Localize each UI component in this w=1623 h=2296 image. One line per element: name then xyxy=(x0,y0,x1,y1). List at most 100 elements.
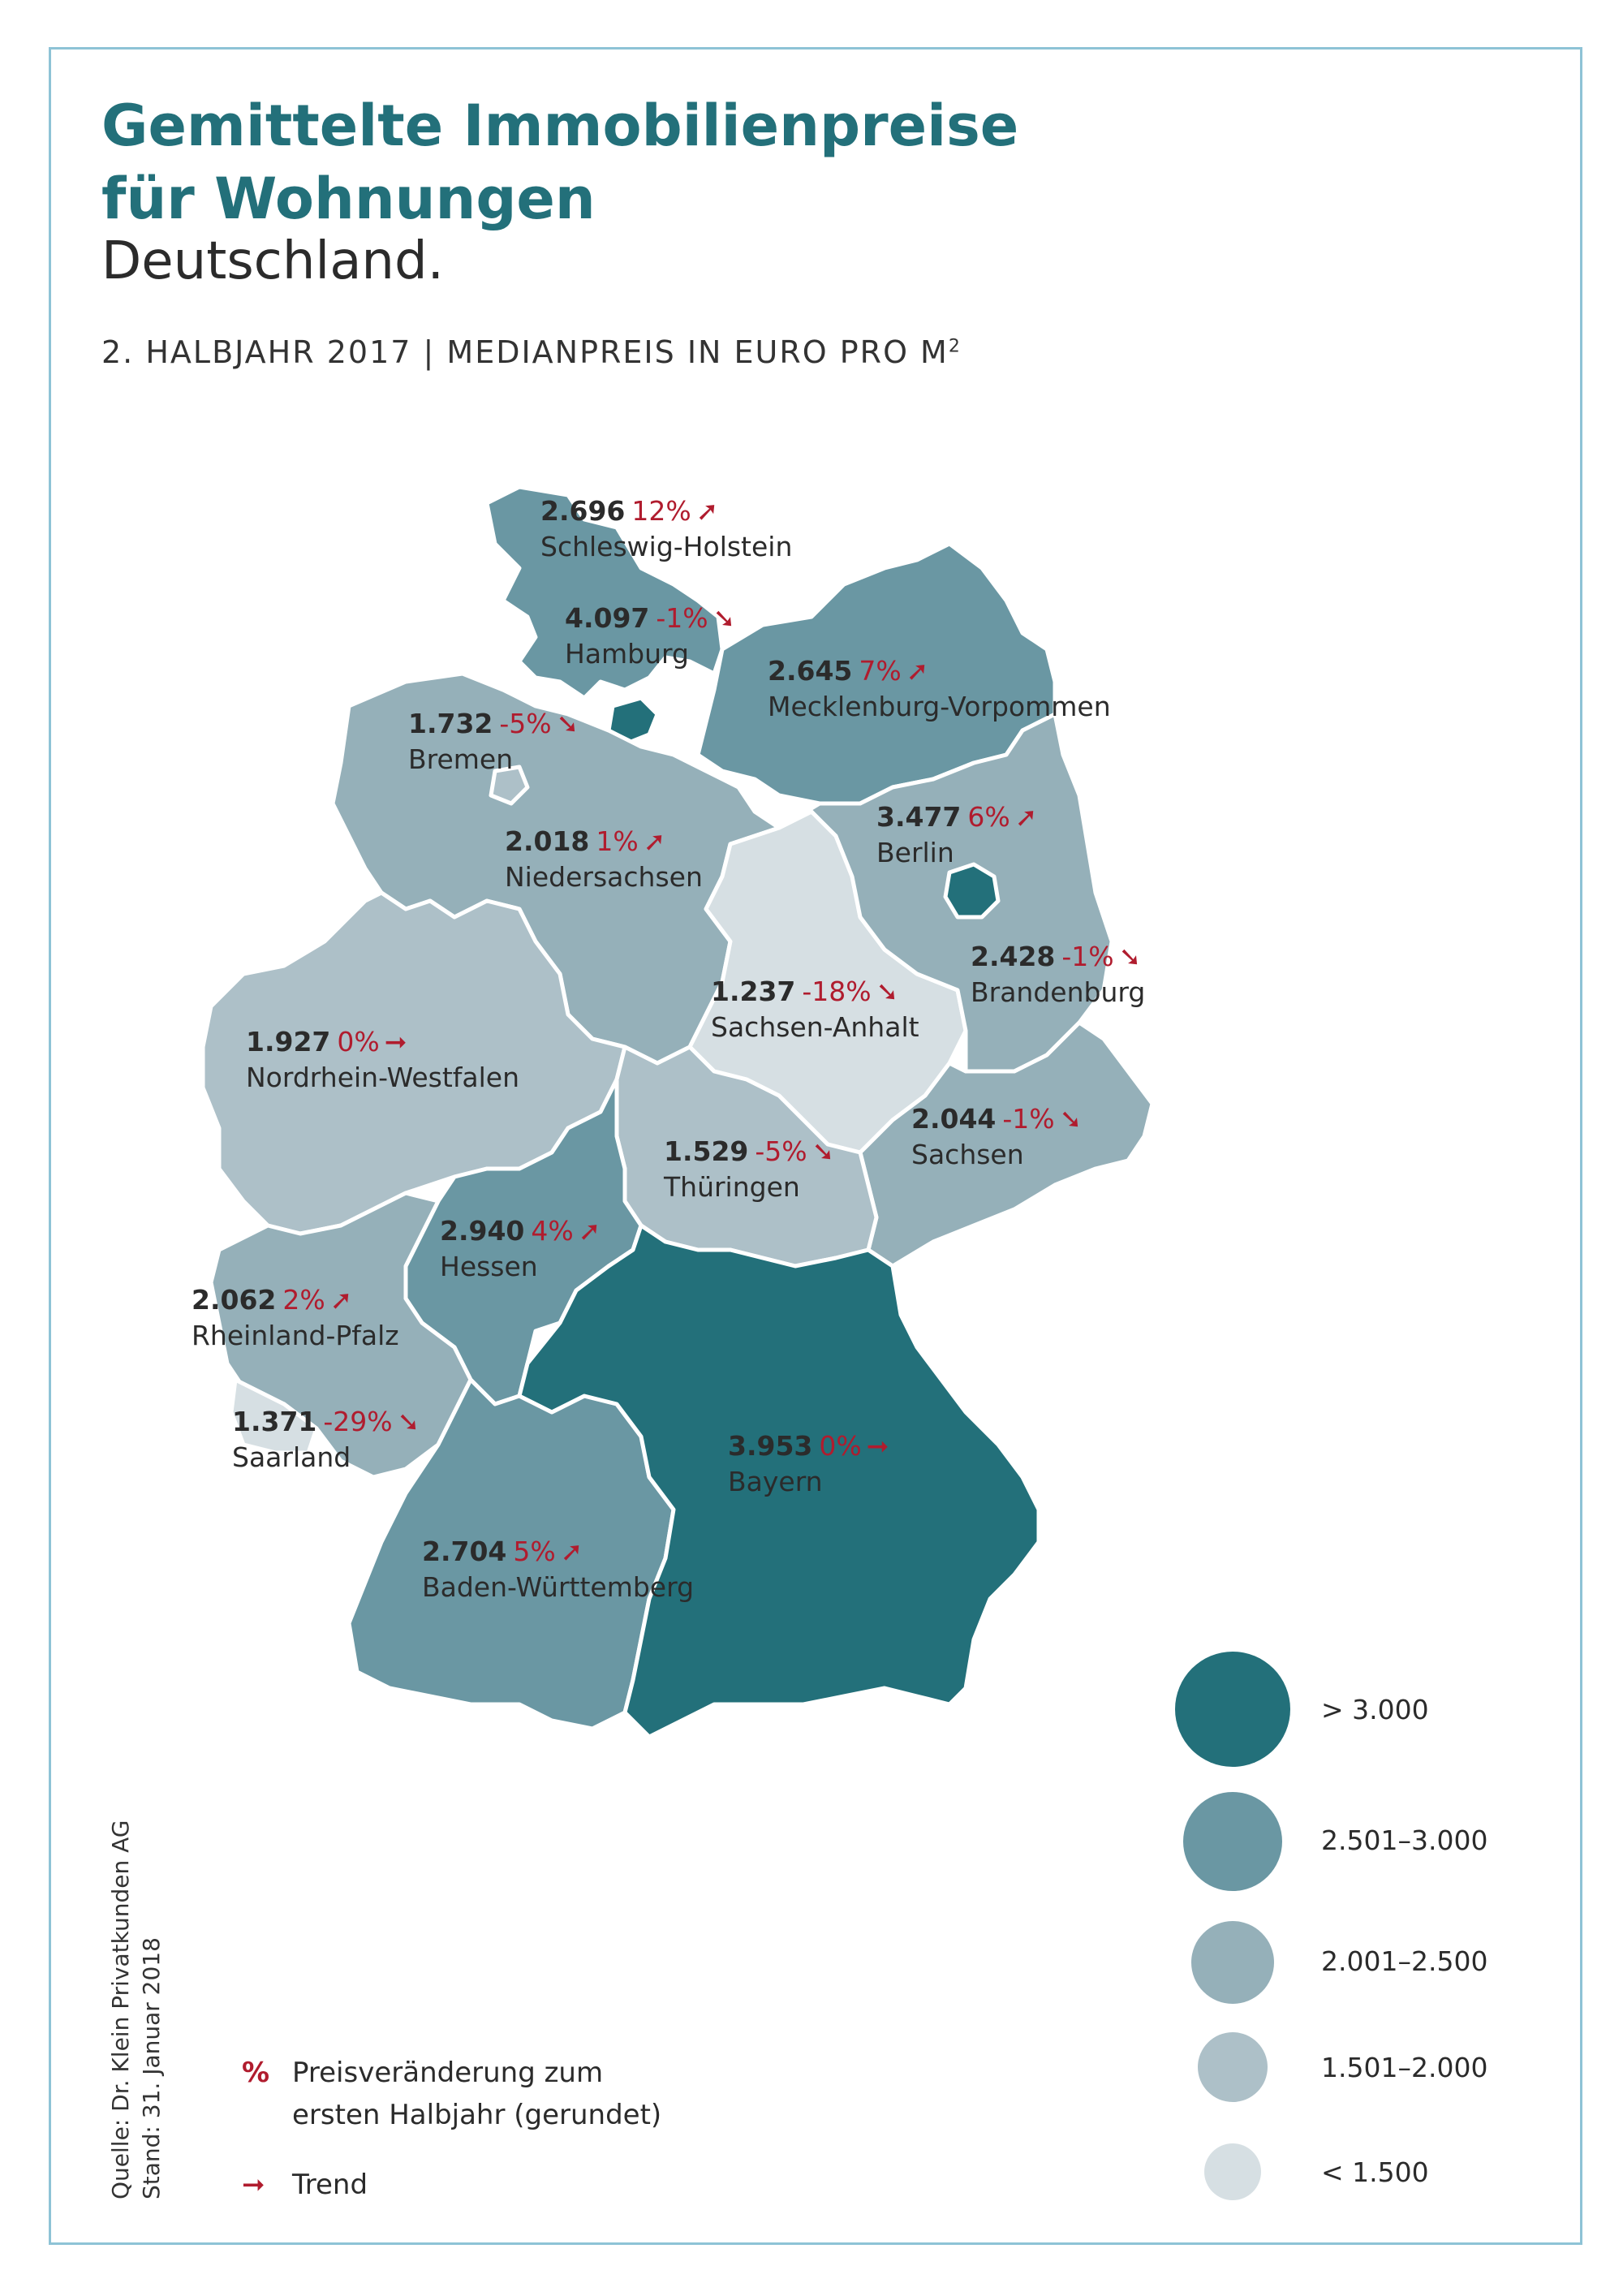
name-nordrhein-westfalen: Nordrhein-Westfalen xyxy=(246,1062,520,1093)
name-hessen: Hessen xyxy=(440,1251,538,1282)
legend-label-lt1500: < 1.500 xyxy=(1321,2156,1429,2188)
name-niedersachsen: Niedersachsen xyxy=(505,861,703,893)
label-sachsen-anhalt: 1.237 -18% ➘ Sachsen-Anhalt xyxy=(711,974,919,1045)
change-nordrhein-westfalen: 0% xyxy=(337,1026,380,1058)
label-nordrhein-westfalen: 1.927 0% ➞ Nordrhein-Westfalen xyxy=(246,1024,519,1096)
region-bayern xyxy=(517,1223,1041,1739)
note-trend: ➞ Trend xyxy=(242,2164,368,2206)
name-baden-wuerttemberg: Baden-Württemberg xyxy=(422,1571,695,1603)
legend-swatch-1501-2000 xyxy=(1198,2032,1268,2102)
label-hamburg: 4.097 -1% ➘ Hamburg xyxy=(565,601,735,672)
name-mecklenburg-vorpommern: Mecklenburg-Vorpommen xyxy=(768,691,1111,722)
label-thueringen: 1.529 -5% ➘ Thüringen xyxy=(664,1134,834,1205)
change-rheinland-pfalz: 2% xyxy=(282,1284,325,1316)
source-line-2: Stand: 31. Januar 2018 xyxy=(138,1937,165,2199)
label-berlin: 3.477 6% ➚ Berlin xyxy=(876,799,1037,871)
period-line: 2. HALBJAHR 2017 | MEDIANPREIS IN EURO P… xyxy=(101,334,962,370)
name-hamburg: Hamburg xyxy=(565,638,689,670)
note-pct-line-1: Preisveränderung zum xyxy=(292,2057,604,2089)
name-rheinland-pfalz: Rheinland-Pfalz xyxy=(192,1320,399,1351)
change-berlin: 6% xyxy=(967,801,1010,833)
trend-down-arrow-icon: ➘ xyxy=(876,976,899,1007)
page-title: Gemittelte Immobilienpreise für Wohnunge… xyxy=(101,89,1156,235)
value-hessen: 2.940 xyxy=(440,1215,525,1247)
legend-label-2001-2500: 2.001–2.500 xyxy=(1321,1945,1488,1977)
value-sachsen-anhalt: 1.237 xyxy=(711,976,796,1007)
value-nordrhein-westfalen: 1.927 xyxy=(246,1026,331,1058)
trend-up-arrow-icon: ➚ xyxy=(560,1536,583,1567)
change-sachsen-anhalt: -18% xyxy=(802,976,872,1007)
value-saarland: 1.371 xyxy=(232,1406,317,1437)
change-hamburg: -1% xyxy=(656,602,708,634)
label-mecklenburg-vorpommern: 2.645 7% ➚ Mecklenburg-Vorpommen xyxy=(768,653,1111,725)
label-bremen: 1.732 -5% ➘ Bremen xyxy=(408,706,579,778)
legend-label-1501-2000: 1.501–2.000 xyxy=(1321,2052,1488,2083)
legend-swatch-2001-2500 xyxy=(1191,1921,1274,2004)
trend-up-arrow-icon: ➚ xyxy=(906,655,929,687)
value-hamburg: 4.097 xyxy=(565,602,650,634)
source-line-1: Quelle: Dr. Klein Privatkunden AG xyxy=(107,1820,134,2199)
trend-down-arrow-icon: ➘ xyxy=(397,1406,420,1437)
trend-up-arrow-icon: ➚ xyxy=(695,495,719,527)
source-note: Quelle: Dr. Klein Privatkunden AG Stand:… xyxy=(105,1820,167,2199)
name-berlin: Berlin xyxy=(876,837,954,868)
legend-swatch-lt1500 xyxy=(1204,2143,1261,2200)
value-berlin: 3.477 xyxy=(876,801,962,833)
name-saarland: Saarland xyxy=(232,1441,351,1473)
value-mecklenburg-vorpommern: 2.645 xyxy=(768,655,853,687)
value-bayern: 3.953 xyxy=(728,1430,813,1462)
change-baden-wuerttemberg: 5% xyxy=(513,1536,556,1567)
label-schleswig-holstein: 2.696 12% ➚ Schleswig-Holstein xyxy=(540,493,792,565)
legend-swatch-gt3000 xyxy=(1175,1652,1290,1767)
change-hessen: 4% xyxy=(531,1215,574,1247)
trend-up-arrow-icon: ➚ xyxy=(1014,801,1038,833)
period-text: 2. HALBJAHR 2017 | MEDIANPREIS IN EURO P… xyxy=(101,334,949,370)
trend-down-arrow-icon: ➘ xyxy=(1059,1103,1083,1135)
trend-flat-arrow-icon: ➞ xyxy=(384,1026,407,1058)
name-bayern: Bayern xyxy=(728,1466,823,1497)
note-pct-line-2: ersten Halbjahr (gerundet) xyxy=(292,2099,662,2131)
trend-up-arrow-icon: ➚ xyxy=(643,825,666,857)
legend-swatch-2501-3000 xyxy=(1183,1792,1282,1891)
trend-down-arrow-icon: ➘ xyxy=(712,602,736,634)
trend-down-arrow-icon: ➘ xyxy=(812,1135,835,1167)
label-sachsen: 2.044 -1% ➘ Sachsen xyxy=(911,1101,1082,1173)
name-brandenburg: Brandenburg xyxy=(971,976,1146,1008)
change-saarland: -29% xyxy=(323,1406,393,1437)
trend-down-arrow-icon: ➘ xyxy=(556,708,579,739)
label-baden-wuerttemberg: 2.704 5% ➚ Baden-Württemberg xyxy=(422,1534,694,1605)
change-bayern: 0% xyxy=(819,1430,862,1462)
region-bremen xyxy=(489,765,530,806)
region-berlin xyxy=(943,862,1001,920)
value-sachsen: 2.044 xyxy=(911,1103,997,1135)
change-bremen: -5% xyxy=(499,708,552,739)
trend-up-arrow-icon: ➚ xyxy=(329,1284,353,1316)
period-superscript: 2 xyxy=(948,336,962,357)
change-mecklenburg-vorpommern: 7% xyxy=(859,655,902,687)
label-brandenburg: 2.428 -1% ➘ Brandenburg xyxy=(971,939,1145,1010)
label-saarland: 1.371 -29% ➘ Saarland xyxy=(232,1404,420,1475)
change-niedersachsen: 1% xyxy=(596,825,639,857)
region-schleswig-holstein xyxy=(484,485,725,700)
title-line-1: Gemittelte Immobilienpreise xyxy=(101,93,1019,159)
name-sachsen-anhalt: Sachsen-Anhalt xyxy=(711,1011,919,1043)
label-rheinland-pfalz: 2.062 2% ➚ Rheinland-Pfalz xyxy=(192,1282,399,1354)
change-sachsen: -1% xyxy=(1002,1103,1055,1135)
percent-symbol: % xyxy=(242,2057,270,2089)
name-schleswig-holstein: Schleswig-Holstein xyxy=(540,531,793,562)
label-hessen: 2.940 4% ➚ Hessen xyxy=(440,1213,601,1285)
value-niedersachsen: 2.018 xyxy=(505,825,590,857)
name-thueringen: Thüringen xyxy=(664,1171,800,1203)
note-trend-label: Trend xyxy=(292,2169,368,2201)
trend-up-arrow-icon: ➚ xyxy=(578,1215,601,1247)
value-bremen: 1.732 xyxy=(408,708,493,739)
page-subtitle: Deutschland. xyxy=(101,231,444,291)
note-percentage: % Preisveränderung zum ersten Halbjahr (g… xyxy=(242,2052,661,2136)
change-schleswig-holstein: 12% xyxy=(631,495,691,527)
name-bremen: Bremen xyxy=(408,743,514,775)
state-shapes xyxy=(200,485,1155,1739)
value-schleswig-holstein: 2.696 xyxy=(540,495,626,527)
trend-flat-arrow-icon: ➞ xyxy=(866,1430,889,1462)
value-thueringen: 1.529 xyxy=(664,1135,749,1167)
